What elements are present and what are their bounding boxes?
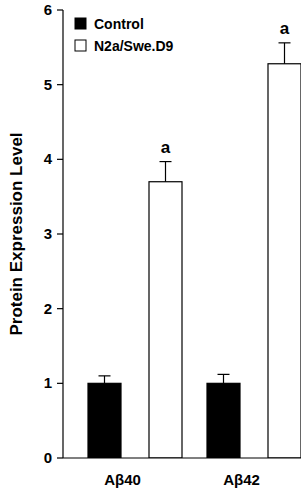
bar	[207, 383, 240, 458]
y-tick	[57, 383, 63, 384]
y-tick-label: 0	[44, 449, 52, 466]
y-tick-label: 4	[44, 150, 53, 167]
annotation: a	[161, 138, 171, 157]
x-tick-label: Aβ40	[104, 471, 141, 488]
x-axis	[63, 457, 301, 458]
y-tick	[57, 159, 63, 160]
y-tick	[57, 308, 63, 309]
y-tick-label: 3	[44, 225, 52, 242]
y-axis-label: Protein Expression Level	[7, 132, 26, 335]
annotations: aa	[161, 19, 290, 157]
y-tick	[57, 84, 63, 85]
y-tick	[57, 457, 63, 458]
bar	[268, 64, 301, 458]
bar	[149, 182, 182, 458]
error-cap	[218, 374, 230, 375]
plot-area	[88, 43, 301, 458]
error-bar	[160, 162, 172, 182]
legend-swatch	[75, 18, 86, 29]
x-tick-label: Aβ42	[223, 471, 260, 488]
legend-label: N2a/Swe.D9	[94, 38, 174, 54]
chart-svg: aa0123456Aβ40Aβ42Protein Expression Leve…	[0, 0, 303, 500]
error-cap	[279, 42, 291, 43]
bar	[88, 383, 121, 458]
error-stem	[223, 374, 224, 383]
error-stem	[165, 162, 166, 182]
error-cap	[99, 375, 111, 376]
error-stem	[284, 43, 285, 64]
legend: Control N2a/Swe.D9	[75, 16, 174, 54]
legend-label: Control	[94, 16, 144, 32]
legend-swatch	[75, 40, 86, 51]
error-bar	[99, 376, 111, 383]
error-bar	[279, 43, 291, 64]
y-tick	[57, 233, 63, 234]
annotation: a	[280, 19, 290, 38]
y-tick-label: 6	[44, 1, 52, 18]
error-bar	[218, 374, 230, 383]
error-stem	[104, 376, 105, 383]
y-tick	[57, 9, 63, 10]
error-cap	[160, 161, 172, 162]
y-tick-label: 2	[44, 300, 52, 317]
y-tick-label: 1	[44, 374, 52, 391]
y-tick-label: 5	[44, 76, 52, 93]
chart-container: aa0123456Aβ40Aβ42Protein Expression Leve…	[0, 0, 303, 500]
